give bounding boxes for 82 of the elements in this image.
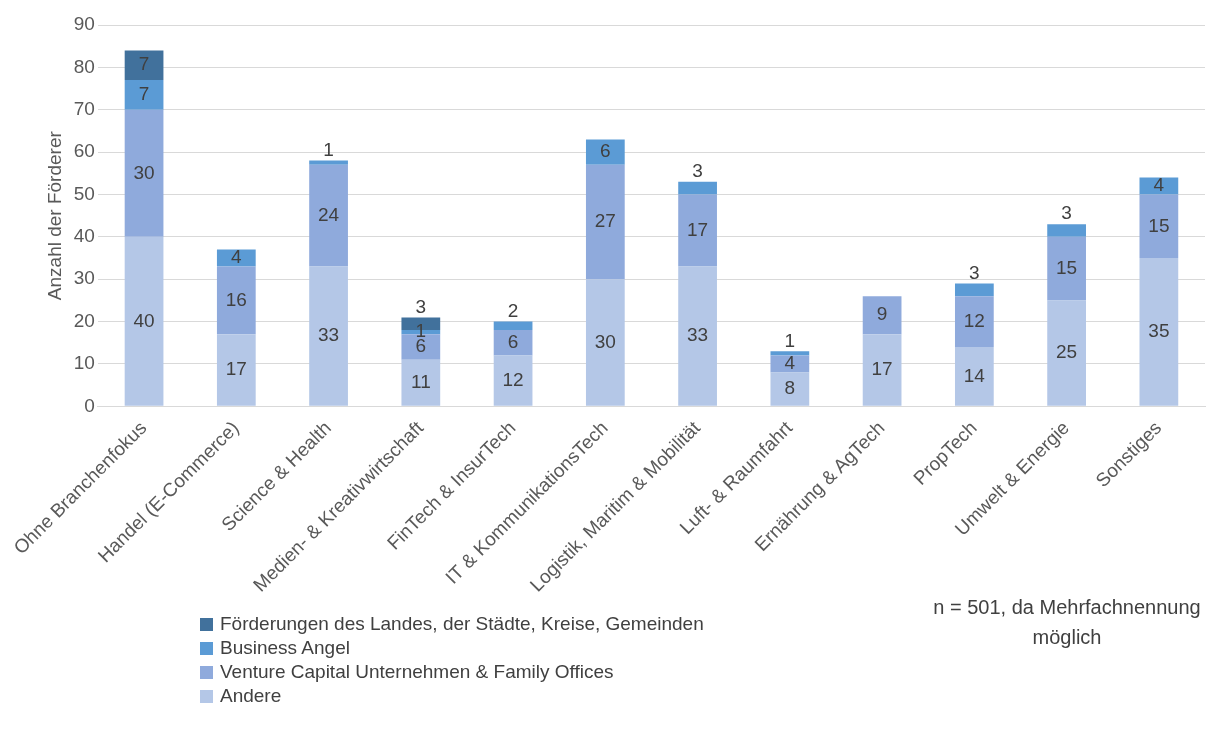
data-label: 35: [1148, 320, 1170, 342]
legend-label: Förderungen des Landes, der Städte, Kreise, Gemeinden: [220, 613, 704, 635]
bar: [585, 164, 625, 280]
data-label: 6: [507, 331, 519, 353]
data-label: 25: [1056, 341, 1078, 363]
bar: [678, 266, 717, 406]
bar: [678, 194, 717, 267]
bar: [770, 372, 810, 406]
bar: [1047, 300, 1086, 406]
y-tick-label: 0: [84, 394, 95, 416]
legend-label: Venture Capital Unternehmen & Family Offices: [220, 661, 614, 683]
data-label: 17: [871, 358, 893, 380]
bar: [124, 50, 164, 81]
data-label: 4: [1153, 174, 1165, 196]
data-label: 30: [594, 330, 616, 352]
y-tick-label: 40: [73, 225, 95, 247]
bar: [1139, 194, 1179, 259]
data-label: 8: [784, 377, 796, 399]
data-label: 40: [133, 309, 155, 331]
data-label: 7: [138, 53, 150, 75]
bar: [1047, 236, 1086, 301]
bar: [401, 359, 441, 406]
bar: [585, 279, 625, 406]
bar: [585, 139, 625, 165]
bar: [493, 330, 533, 356]
data-label: 12: [963, 309, 985, 331]
y-tick-label: 10: [73, 352, 95, 374]
data-label: 3: [692, 160, 703, 182]
y-tick-label: 80: [73, 55, 95, 77]
data-label: 2: [507, 299, 519, 321]
data-label: 1: [323, 138, 334, 160]
bar: [309, 266, 348, 406]
data-label: 12: [502, 368, 524, 390]
data-label: 33: [318, 324, 340, 346]
bar: [862, 296, 902, 335]
bar: [216, 266, 256, 335]
data-label: 4: [231, 246, 243, 268]
data-label: 3: [415, 295, 427, 317]
data-label: 7: [138, 83, 150, 105]
data-label: 16: [225, 288, 247, 310]
y-tick-label: 70: [73, 97, 95, 119]
data-label: 15: [1056, 256, 1078, 278]
bar: [1139, 258, 1179, 406]
y-tick-label: 30: [73, 267, 95, 289]
legend-label: Business Angel: [220, 637, 350, 659]
bar: [770, 351, 810, 356]
data-label: 3: [1061, 202, 1072, 224]
bar: [954, 283, 994, 297]
bar: [493, 321, 533, 331]
data-label: 3: [969, 261, 980, 283]
bar: [309, 160, 348, 165]
bar: [216, 334, 256, 406]
bar: [862, 334, 902, 406]
bar: [124, 109, 164, 237]
data-label: 17: [225, 358, 247, 380]
bar: [124, 236, 164, 406]
y-tick-label: 90: [73, 13, 95, 35]
y-tick-label: 50: [73, 182, 95, 204]
data-label: 33: [687, 324, 709, 346]
data-label: 24: [318, 203, 340, 225]
data-label: 30: [133, 161, 155, 183]
data-label: 27: [594, 210, 616, 232]
bar: [1047, 224, 1086, 237]
data-label: 11: [410, 371, 431, 393]
data-label: 1: [784, 329, 796, 351]
bar: [309, 164, 348, 267]
y-tick-label: 20: [73, 309, 95, 331]
legend-label: Andere: [220, 685, 282, 707]
data-label: 4: [784, 352, 796, 374]
text: n = 501, da Mehrfachnennung möglich: [932, 595, 1202, 650]
data-label: 15: [1148, 214, 1170, 236]
bar: [678, 181, 717, 195]
bar: [124, 80, 164, 110]
bar: [493, 355, 533, 406]
bar: [954, 296, 994, 348]
y-tick-label: 60: [73, 140, 95, 162]
data-label: 14: [963, 364, 986, 386]
data-label: 6: [600, 140, 611, 162]
y-axis-title: Anzahl der Förderer: [43, 130, 65, 301]
bar: [954, 347, 994, 406]
data-label: 9: [876, 303, 888, 325]
data-label: 17: [687, 218, 709, 240]
